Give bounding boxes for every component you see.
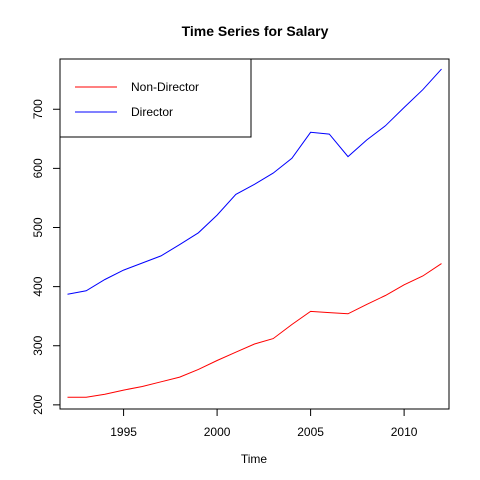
chart-title: Time Series for Salary — [182, 23, 329, 39]
series-line-non-director — [67, 263, 442, 398]
x-tick-label: 1995 — [110, 425, 137, 439]
legend: Non-Director Director — [59, 58, 252, 138]
x-tick-label: 2000 — [204, 425, 231, 439]
legend-box — [59, 58, 252, 138]
y-tick-label: 500 — [31, 217, 45, 237]
y-axis: 200 300 400 500 600 700 — [31, 99, 61, 415]
series-layer — [67, 68, 442, 398]
y-tick-label: 400 — [31, 276, 45, 296]
y-tick-label: 300 — [31, 335, 45, 355]
y-tick-label: 700 — [31, 99, 45, 119]
x-tick-label: 2010 — [391, 425, 418, 439]
y-tick-label: 200 — [31, 395, 45, 415]
series-line-director — [67, 68, 442, 295]
x-axis-label: Time — [241, 452, 268, 466]
y-tick-label: 600 — [31, 158, 45, 178]
legend-label: Non-Director — [131, 80, 199, 94]
x-tick-label: 2005 — [297, 425, 324, 439]
legend-label: Director — [131, 105, 173, 119]
x-axis: 1995 2000 2005 2010 — [110, 408, 418, 439]
